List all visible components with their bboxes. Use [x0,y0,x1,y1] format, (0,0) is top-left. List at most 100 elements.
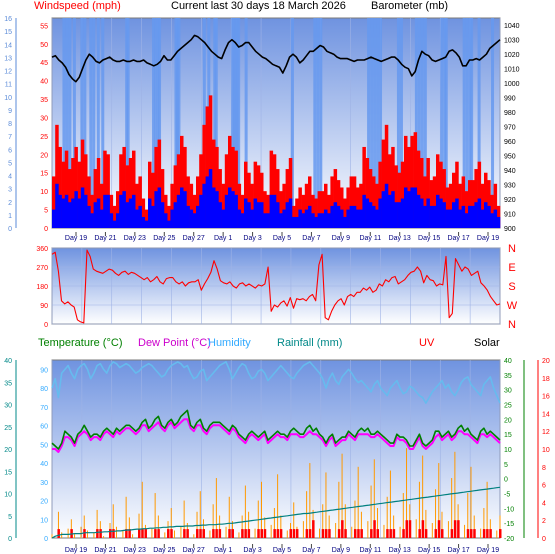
uv-bar [212,529,215,538]
wind-avg-bar [343,216,347,228]
compass-label: S [508,281,515,293]
wind-avg-bar [429,205,434,228]
y-tick-direction: 0 [44,322,48,329]
wind-avg-bar [64,194,69,228]
y-tick-secondary: 9 [8,108,12,115]
wind-gust-bar [80,139,85,228]
y-tick-temperature: 15 [504,432,512,439]
rain-marker [399,18,403,228]
rain-marker [319,18,323,228]
wind-avg-bar [237,209,242,228]
x-tick-label: Day 25 [153,547,175,554]
wind-avg-bar [151,205,155,228]
wind-avg-bar [122,191,126,228]
wind-gust-bar [362,146,366,228]
y-tick-humidity: 70 [40,405,48,412]
wind-gust-bar [77,161,82,228]
y-tick-barometer: 980 [504,110,516,117]
wind-gust-bar [192,194,197,228]
wind-gust-bar [202,124,206,228]
y-tick-rainfall: 40 [4,358,12,365]
wind-gust-bar [148,161,152,228]
wind-avg-bar [352,205,357,228]
wind-avg-bar [215,191,219,228]
wind-gust-bar [400,161,405,228]
y-tick-secondary: 7 [8,134,12,141]
y-tick-secondary: 10 [4,95,12,102]
wind-avg-bar [192,213,197,228]
wind-avg-bar [346,209,350,228]
wind-avg-bar [487,205,491,228]
uv-bar [244,529,247,538]
uv-bar [128,529,131,538]
x-tick-label: Day 9 [332,547,350,554]
rain-marker [244,18,248,228]
y-tick-windspeed: 35 [40,97,48,104]
wind-gust-bar [372,176,376,228]
wind-avg-bar [61,198,66,228]
wind-gust-bar [160,169,165,228]
rain-marker [152,18,156,228]
uv-bar [376,529,380,538]
wind-avg-bar [58,194,62,228]
rain-marker [440,18,444,228]
wind-gust-bar [343,198,347,228]
wind-gust-bar [384,124,389,228]
uv-bar [215,529,218,538]
wind-gust-bar [426,158,430,228]
wind-avg-bar [359,209,363,228]
wind-gust-bar [196,176,200,228]
wind-gust-bar [375,183,379,228]
wind-gust-bar [397,172,402,228]
wind-gust-bar [394,165,398,228]
wind-gust-bar [416,150,421,228]
wind-avg-bar [368,202,373,228]
temperature-line [51,409,501,450]
wind-avg-bar [404,187,408,228]
wind-avg-bar [439,198,443,228]
y-tick-humidity: 80 [40,386,48,393]
uv-bar [370,529,373,538]
wind-gust-bar [84,154,88,228]
y-tick-direction: 90 [40,303,48,310]
uv-bar [453,520,457,538]
wind-gust-bar [279,191,283,228]
rain-marker [126,18,130,228]
x-tick-label: Day 15 [418,547,440,554]
rain-marker [470,18,474,228]
y-tick-barometer: 920 [504,197,516,204]
wind-avg-bar [240,213,245,228]
wind-gust-bar [231,146,235,228]
uv-bar [344,529,347,538]
y-tick-barometer: 1030 [504,38,520,45]
uv-bar [83,529,86,538]
y-tick-secondary: 13 [4,55,12,62]
uv-bar [170,529,173,538]
uv-bar [292,529,296,538]
rain-marker [80,18,84,228]
wind-avg-bar [87,205,91,228]
wind-gust-bar [244,161,248,228]
wind-avg-bar [477,198,482,228]
rain-marker [414,18,418,228]
wind-gust-bar [282,183,286,228]
wind-gust-bar [205,106,210,228]
wind-avg-bar [388,194,392,228]
rain-marker [444,18,448,228]
wind-avg-bar [231,191,235,228]
x-tick-label: Day 5 [273,235,291,242]
wind-gust-bar [420,158,424,228]
y-tick-direction: 360 [36,246,48,253]
wind-gust-bar [484,172,488,228]
wind-gust-bar [199,154,203,228]
rain-marker [373,18,377,228]
wind-avg-bar [224,194,229,228]
uv-bar [144,529,147,538]
temperature-title: Temperature (°C) [38,337,123,349]
wind-avg-bar [80,187,85,228]
barometer-line [51,34,501,83]
wind-gust-bar [413,132,418,228]
rain-marker [177,18,181,228]
wind-avg-bar [160,202,165,228]
wind-avg-bar [132,194,136,228]
